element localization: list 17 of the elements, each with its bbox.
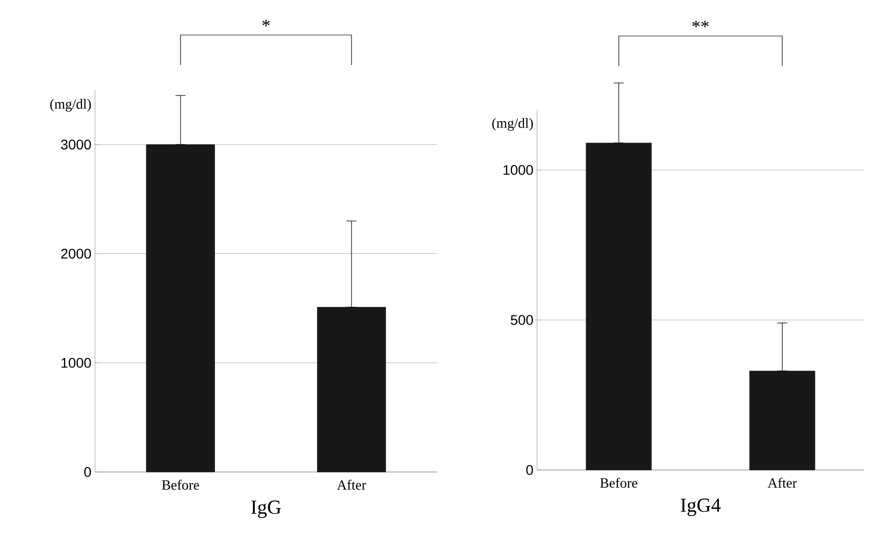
y-tick-label: 500 <box>510 315 533 325</box>
y-tick-label: 1000 <box>62 358 91 368</box>
text: ** <box>692 20 709 28</box>
x-tick-label: After <box>336 480 366 490</box>
x-axis-title: IgG4 <box>680 498 721 516</box>
y-tick-label: 3000 <box>60 140 91 150</box>
y-tick-label: 0 <box>526 465 533 475</box>
x-tick-label: Before <box>162 480 199 490</box>
x-axis-title: IgG <box>251 500 281 518</box>
y-tick-label: 2000 <box>61 248 91 259</box>
y-axis-title: (mg/dl) <box>50 98 91 112</box>
x-tick-label: After <box>768 478 797 488</box>
text: * <box>262 20 270 26</box>
y-tick-label: 0 <box>84 467 91 477</box>
y-tick-label: 1000 <box>504 165 533 175</box>
y-axis-title: (mg/dl) <box>492 118 533 131</box>
x-tick-label: Before <box>600 478 638 488</box>
